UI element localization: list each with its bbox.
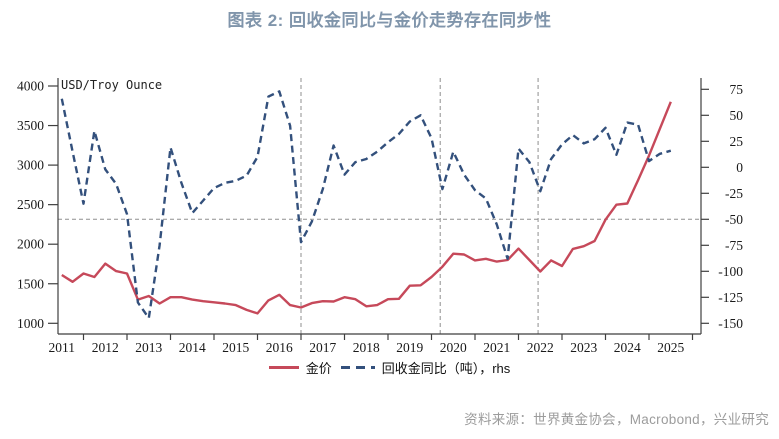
year-label: 2022 — [527, 340, 554, 355]
left-tick-label: 3000 — [17, 158, 44, 173]
source-text: 资料来源：世界黄金协会，Macrobond，兴业研究 — [464, 412, 769, 427]
year-label: 2020 — [440, 340, 467, 355]
right-tick-label: -100 — [718, 264, 743, 279]
legend-item-recycled-gold: 回收金同比（吨），rhs — [340, 358, 511, 377]
recycled-gold-yoy-line — [60, 90, 672, 320]
gold-line-swatch-icon — [268, 366, 299, 369]
right-tick-label: -125 — [718, 290, 743, 305]
right-tick-label: -50 — [725, 212, 743, 227]
left-axis-unit-label: USD/Troy Ounce — [61, 78, 162, 92]
left-tick-label: 1000 — [17, 316, 44, 331]
year-label: 2011 — [49, 340, 76, 355]
legend-label-gold-price: 金价 — [305, 361, 332, 376]
left-tick-label: 2000 — [17, 237, 44, 252]
legend-label-recycled-gold: 回收金同比（吨），rhs — [381, 361, 511, 376]
year-label: 2018 — [353, 340, 380, 355]
right-tick-label: 75 — [730, 82, 744, 97]
year-label: 2014 — [179, 340, 206, 355]
recycled-line-swatch-icon — [340, 366, 375, 369]
left-tick-label: 3500 — [17, 118, 44, 133]
year-label: 2024 — [614, 340, 641, 355]
year-label: 2025 — [657, 340, 684, 355]
left-tick-label: 4000 — [17, 79, 44, 94]
year-label: 2023 — [570, 340, 597, 355]
year-label: 2016 — [266, 340, 293, 355]
year-label: 2019 — [396, 340, 423, 355]
chart-title: 图表 2: 回收金同比与金价走势存在同步性 — [227, 11, 552, 30]
right-tick-label: -25 — [725, 186, 743, 201]
gold-price-line — [61, 101, 672, 315]
year-label: 2017 — [309, 340, 336, 355]
year-label: 2012 — [92, 340, 119, 355]
right-tick-label: 50 — [730, 108, 744, 123]
legend-item-gold-price: 金价 — [268, 358, 332, 377]
left-tick-label: 2500 — [17, 197, 44, 212]
right-tick-label: -150 — [718, 316, 743, 331]
chart-legend: 金价 回收金同比（吨），rhs — [0, 358, 779, 377]
year-label: 2021 — [483, 340, 510, 355]
right-tick-label: -75 — [725, 238, 743, 253]
right-tick-label: 25 — [730, 134, 744, 149]
year-label: 2015 — [222, 340, 249, 355]
right-tick-label: 0 — [736, 160, 743, 175]
year-label: 2013 — [135, 340, 162, 355]
left-tick-label: 1500 — [17, 276, 44, 291]
